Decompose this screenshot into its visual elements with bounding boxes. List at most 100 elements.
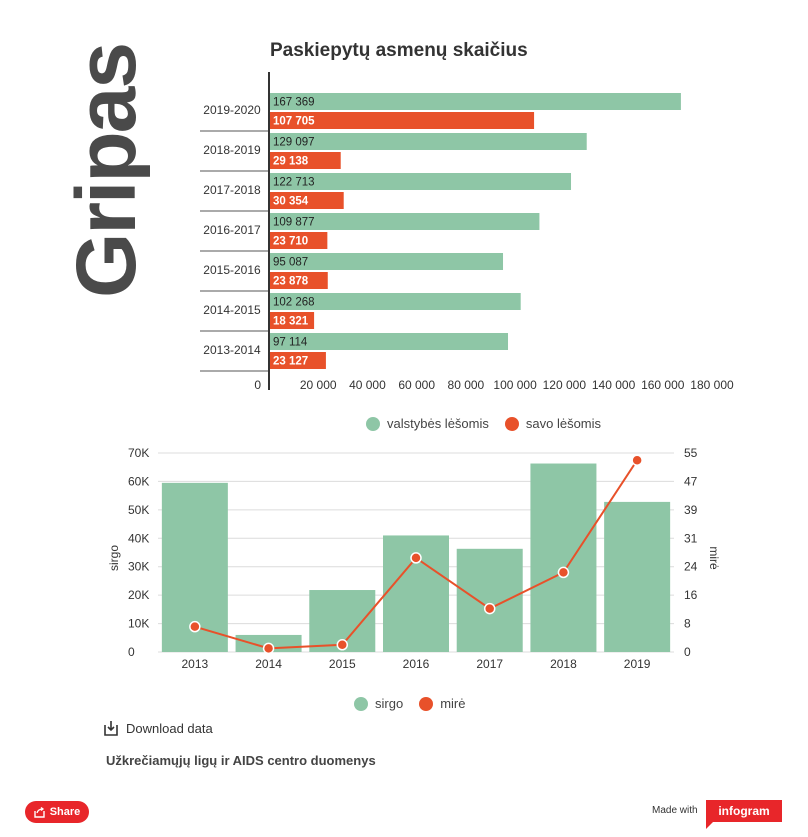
bar-value-label: 109 877 xyxy=(273,217,315,229)
y-left-tick-label: 60K xyxy=(128,474,149,488)
bar xyxy=(270,192,344,209)
x-tick-label: 2015 xyxy=(329,657,356,671)
category-label: 2017-2018 xyxy=(203,183,261,197)
y-right-axis-label: mirė xyxy=(707,546,721,570)
category-label: 2019-2020 xyxy=(203,103,261,117)
x-tick-label: 2018 xyxy=(550,657,577,671)
vaccinated-bar-chart: 2019-2020 167 369 107 705 2018-2019 129 097 2… xyxy=(200,72,734,392)
x-tick-label: 40 000 xyxy=(349,378,386,392)
x-tick-label: 80 000 xyxy=(448,378,485,392)
y-right-tick-label: 47 xyxy=(684,474,698,488)
bar xyxy=(270,352,326,369)
source-note: Užkrečiamųjų ligų ir AIDS centro duomeny… xyxy=(106,753,376,768)
bar-value-label: 129 097 xyxy=(273,137,315,149)
chart1-legend: valstybės lėšomis savo lėšomis xyxy=(366,416,601,431)
y-right-tick-label: 24 xyxy=(684,560,698,574)
bar-value-label: 122 713 xyxy=(273,177,315,189)
line-point xyxy=(631,454,643,466)
x-tick-label: 2014 xyxy=(255,657,282,671)
y-left-tick-label: 0 xyxy=(128,645,135,659)
category-label: 2018-2019 xyxy=(203,143,261,157)
bar-value-label: 95 087 xyxy=(273,257,308,269)
y-left-tick-label: 40K xyxy=(128,531,149,545)
bar-value-label: 23 710 xyxy=(273,236,308,248)
download-data-link[interactable]: Download data xyxy=(104,720,213,736)
sick-dead-combo-chart: 0 10K 20K 30K 40K 50K 60K 70K 0 8 16 24 31 39 47 55 sirg… xyxy=(107,446,721,671)
legend-label: valstybės lėšomis xyxy=(387,416,489,431)
y-right-tick-label: 0 xyxy=(684,645,691,659)
big-title: Gripas xyxy=(59,40,153,300)
y-right-tick-label: 55 xyxy=(684,446,698,460)
line-point xyxy=(410,552,422,564)
bar xyxy=(270,213,540,230)
x-tick-label: 20 000 xyxy=(300,378,337,392)
bar-value-label: 167 369 xyxy=(273,97,315,109)
line-point xyxy=(483,602,496,615)
category-label: 2015-2016 xyxy=(203,263,261,277)
bar xyxy=(270,293,521,310)
legend-item-state-funds[interactable]: valstybės lėšomis xyxy=(366,416,489,431)
bar xyxy=(270,93,681,110)
y-left-axis-label: sirgo xyxy=(107,545,121,571)
bar-value-label: 23 127 xyxy=(273,356,308,368)
bar xyxy=(270,112,535,129)
x-tick-label: 160 000 xyxy=(641,378,685,392)
infogram-logo[interactable]: infogram xyxy=(706,800,786,830)
download-label: Download data xyxy=(126,720,213,736)
bar xyxy=(270,312,315,329)
legend-item-own-funds[interactable]: savo lėšomis xyxy=(504,416,602,431)
line-point xyxy=(189,620,201,633)
legend-item-sick[interactable]: sirgo xyxy=(354,696,403,711)
bar xyxy=(270,133,587,150)
bar xyxy=(270,152,341,169)
y-left-tick-label: 50K xyxy=(128,503,149,517)
bar-value-label: 107 705 xyxy=(273,116,315,128)
x-tick-label: 2017 xyxy=(476,657,503,671)
bar-value-label: 18 321 xyxy=(273,316,309,328)
x-tick-label: 140 000 xyxy=(592,378,636,392)
brand-tail xyxy=(706,821,714,829)
chart-title: Paskiepytų asmenų skaičius xyxy=(270,40,528,61)
x-tick-label: 2013 xyxy=(182,657,209,671)
x-tick-label: 0 xyxy=(254,378,261,392)
legend-label: sirgo xyxy=(375,696,404,711)
x-tick-label: 100 000 xyxy=(493,378,537,392)
y-right-tick-label: 39 xyxy=(684,503,698,517)
line-point xyxy=(262,642,275,655)
legend-label: savo lėšomis xyxy=(525,416,602,431)
y-right-tick-label: 16 xyxy=(684,588,698,602)
legend-item-died[interactable]: mirė xyxy=(419,696,465,711)
category-label: 2014-2015 xyxy=(203,303,261,317)
bar-value-label: 102 268 xyxy=(273,297,315,309)
y-right-tick-label: 31 xyxy=(684,531,698,545)
x-tick-label: 2019 xyxy=(624,657,651,671)
line-point xyxy=(336,639,349,651)
category-label: 2016-2017 xyxy=(203,223,261,237)
bar xyxy=(270,272,328,289)
bar xyxy=(270,333,509,350)
bar-value-label: 30 354 xyxy=(273,196,309,208)
bar xyxy=(270,173,572,190)
brand-label: infogram xyxy=(706,800,782,822)
x-tick-label: 2016 xyxy=(403,657,430,671)
line-point xyxy=(557,566,570,579)
made-with-label: Made with xyxy=(652,805,698,816)
bar xyxy=(270,232,328,249)
y-right-tick-label: 8 xyxy=(684,617,691,631)
share-icon xyxy=(34,806,45,818)
legend-label: mirė xyxy=(440,696,466,711)
bar xyxy=(456,548,523,652)
x-tick-label: 120 000 xyxy=(543,378,587,392)
legend-dot-orange xyxy=(419,696,434,711)
bar xyxy=(270,253,504,270)
download-icon xyxy=(104,721,118,736)
legend-dot-green xyxy=(366,416,380,431)
bar-value-label: 97 114 xyxy=(273,337,308,349)
bar xyxy=(530,463,597,652)
bar-value-label: 29 138 xyxy=(273,156,309,168)
share-button[interactable]: Share xyxy=(25,801,89,823)
category-label: 2013-2014 xyxy=(203,343,261,357)
y-left-tick-label: 30K xyxy=(128,560,149,574)
big-title-text: Gripas xyxy=(60,44,150,298)
bar-value-label: 23 878 xyxy=(273,276,309,288)
